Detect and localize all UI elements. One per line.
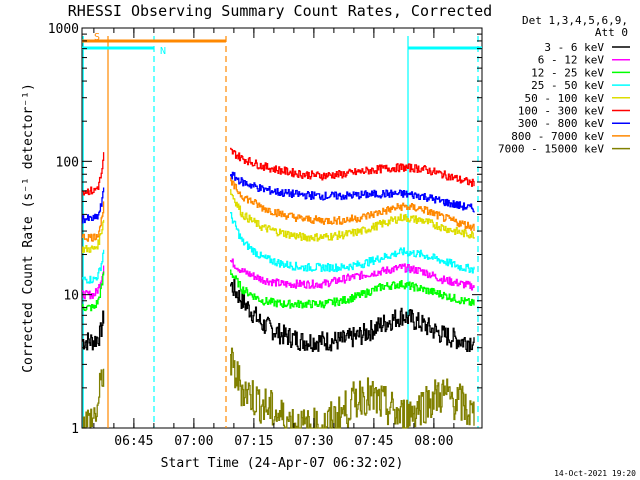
x-tick-label: 07:30: [294, 434, 333, 449]
y-tick-label: 1000: [48, 22, 79, 37]
legend-entry-label: 50 - 100 keV: [525, 92, 605, 105]
x-tick-label: 07:45: [354, 434, 393, 449]
series-line: [230, 269, 475, 309]
series-line: [82, 152, 105, 196]
legend-title: Att 0: [595, 26, 628, 39]
flag-label: S: [94, 32, 100, 43]
y-tick-label: 1: [71, 422, 79, 437]
footer-timestamp: 14-Oct-2021 19:20: [554, 469, 636, 478]
y-axis-label: Corrected Count Rate (s⁻¹ detector⁻¹): [21, 83, 36, 373]
legend-entry-label: 6 - 12 keV: [538, 54, 605, 67]
series-line: [82, 187, 105, 224]
x-tick-label: 06:45: [114, 434, 153, 449]
series-line: [230, 189, 475, 242]
legend-title: Det 1,3,4,5,6,9,: [522, 14, 628, 27]
series-line: [230, 347, 475, 429]
series-line: [230, 147, 475, 187]
flag-label: N: [160, 46, 166, 57]
series-line: [230, 258, 475, 291]
x-axis-label: Start Time (24-Apr-07 06:32:02): [161, 456, 404, 471]
series-line: [230, 177, 475, 231]
legend-entry-label: 12 - 25 keV: [531, 66, 604, 79]
series-line: [82, 265, 105, 300]
legend-entry-label: 7000 - 15000 keV: [498, 143, 604, 156]
series-line: [82, 310, 105, 351]
series-line: [82, 368, 105, 429]
legend-entry-label: 300 - 800 keV: [518, 117, 604, 130]
x-tick-label: 07:15: [234, 434, 273, 449]
series-line: [82, 271, 105, 312]
legend-entry-label: 3 - 6 keV: [544, 41, 604, 54]
x-tick-label: 07:00: [174, 434, 213, 449]
chart-title: RHESSI Observing Summary Count Rates, Co…: [68, 2, 492, 20]
plot-frame: [81, 27, 483, 429]
series-line: [82, 201, 105, 242]
legend-entry-label: 100 - 300 keV: [518, 105, 604, 118]
y-tick-label: 100: [56, 155, 79, 170]
series-line: [230, 171, 475, 213]
series-line: [82, 249, 105, 284]
legend-entry-label: 25 - 50 keV: [531, 79, 604, 92]
series-line: [230, 278, 475, 352]
legend-entry-label: 800 - 7000 keV: [511, 130, 604, 143]
series-line: [230, 212, 475, 274]
y-tick-label: 10: [63, 289, 79, 304]
x-tick-label: 08:00: [414, 434, 453, 449]
series-line: [82, 219, 105, 254]
